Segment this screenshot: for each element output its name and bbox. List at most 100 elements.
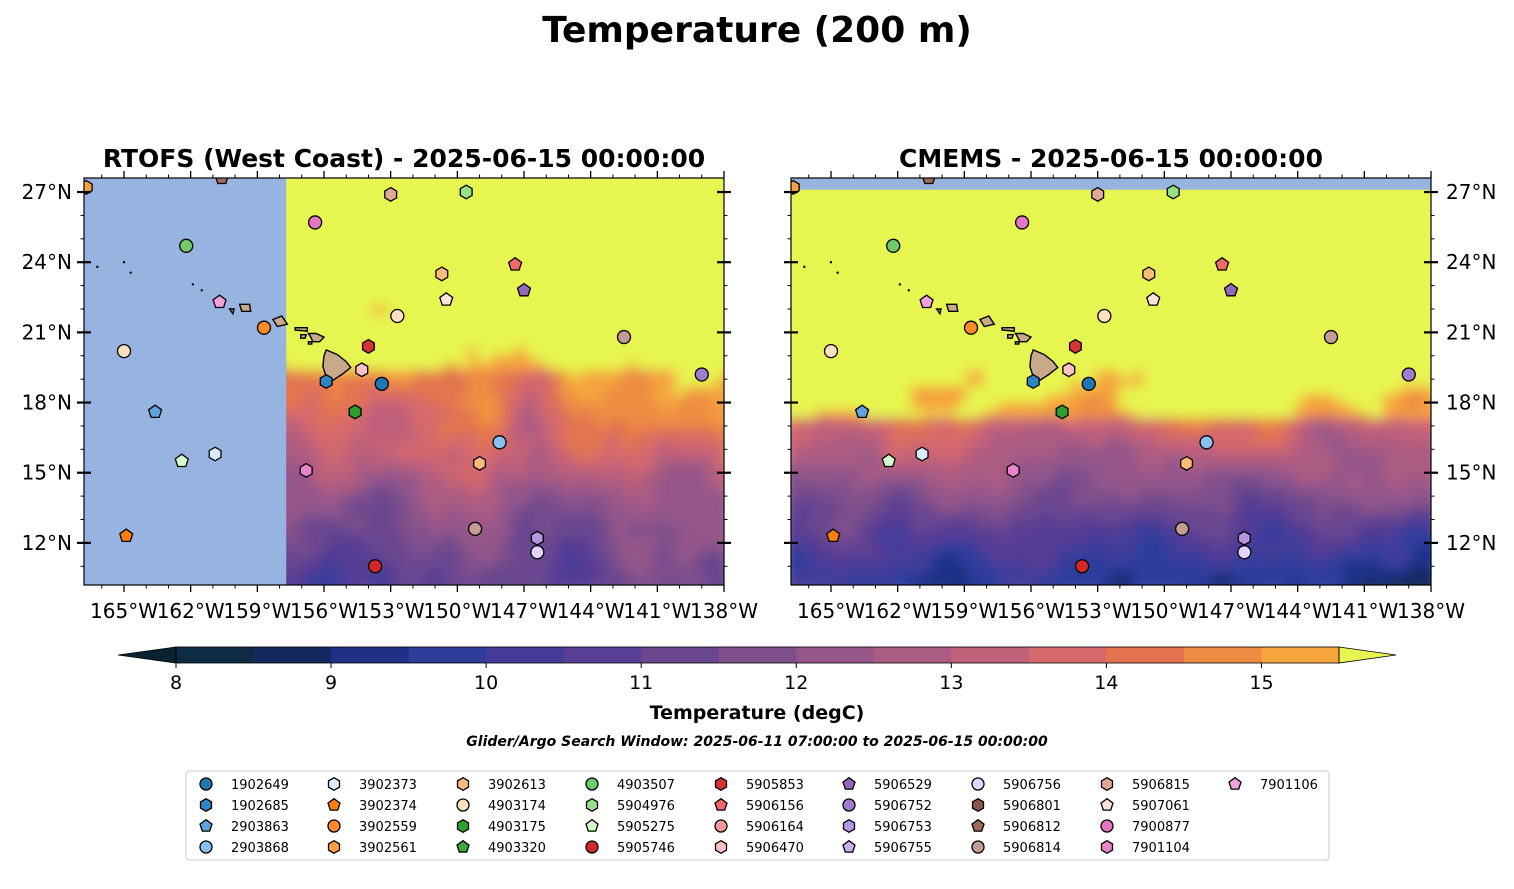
atoll-4 [200,289,203,292]
cmems-float-7901104 [1006,462,1020,478]
cmems-float-5905853 [1068,338,1082,354]
cmems-float-3902613 [1180,455,1194,471]
legend-marker-5906801 [971,797,985,813]
rtofs-float-5906815 [384,186,398,202]
xtick-label: 144°W [557,599,625,623]
legend-marker-5906815 [1100,776,1114,792]
legend-marker-5907061 [1100,797,1114,811]
cmems-float-5906753 [1237,530,1251,546]
rtofs-float-5906156 [507,256,523,271]
cmems-float-4903175 [1055,404,1069,420]
colorbar-segment [1106,647,1185,663]
cmems-float-4903174 [1097,308,1112,324]
rtofs-float-5905853 [361,338,375,354]
atoll-1 [836,271,839,274]
cmems-float-3902374 [826,528,841,543]
rtofs-float-5906164 [300,31,313,44]
rtofs-float-5906814 [467,521,483,537]
xtick-label: 147°W [1197,599,1265,623]
legend-label: 3902559 [359,820,417,835]
cmems-axis-ticks: 165°W162°W159°W156°W153°W150°W147°W144°W… [784,171,1496,623]
cmems-float-5906470 [1062,362,1076,378]
island-kauai [945,303,959,312]
cmems-float-5905275 [881,453,896,468]
legend-label: 2903863 [231,820,289,835]
legend-marker-5906753 [842,818,856,834]
atoll-3 [829,261,833,264]
cmems-float-3902373 [915,446,929,462]
xtick-label: 141°W [623,599,691,623]
colorbar-segment [331,647,410,663]
cmems-float-markers [791,31,1416,574]
xtick-label: 144°W [1264,599,1332,623]
legend-label: 7901106 [1260,778,1318,793]
legend-label: 5907061 [1132,799,1190,814]
ytick-label: 15°N [22,461,72,485]
cmems-float-3902613 [1142,266,1156,282]
legend-marker-3902374 [327,797,341,811]
ytick-label: 18°N [22,391,72,415]
island-maui [1014,332,1033,343]
cmems-float-4903320 [865,162,878,174]
legend-marker-7901104 [1100,839,1114,855]
cmems-float-5906156 [1214,256,1230,271]
rtofs-map-frame [83,177,725,586]
colorbar-tick-label: 12 [784,672,808,694]
rtofs-float-4903507 [179,238,194,253]
rtofs-float-5905746 [367,559,383,574]
legend-marker-2903863 [199,818,213,832]
xtick-label: 156°W [290,599,358,623]
legend-label: 5906164 [746,820,804,835]
cmems-float-5906164 [1007,31,1020,44]
legend-marker-3902561 [327,839,341,855]
island-molokai [294,327,308,332]
rtofs-float-3902374 [119,528,134,543]
legend-label: 3902374 [359,799,417,814]
island-oahu [978,315,996,328]
island-kauai [238,303,252,312]
rtofs-float-3902613 [473,455,487,471]
legend-label: 1902649 [231,778,289,793]
colorbar-segment [951,647,1030,663]
island-kahoolawe [307,341,313,345]
cmems-map-panel: CMEMS - 2025-06-15 00:00:00 165°W162°W15… [784,31,1496,623]
rtofs-float-2903863 [147,404,163,419]
legend-label: 2903868 [231,841,289,856]
legend-marker-7901106 [1228,776,1242,790]
ytick-label: 24°N [1446,250,1496,274]
cmems-float-5906801 [878,143,890,157]
legend-marker-5906529 [842,776,856,790]
legend-label: 5906814 [1003,841,1061,856]
legend-marker-3902613 [456,776,470,792]
xtick-label: 162°W [864,599,932,623]
rtofs-float-7901104 [299,462,313,478]
legend-label: 7901104 [1132,841,1190,856]
legend-label: 5906755 [874,841,932,856]
ytick-label: 15°N [1446,461,1496,485]
rtofs-float-5906753 [530,530,544,546]
rtofs-float-3902559 [256,320,272,335]
cmems-temperature-field [791,178,1431,585]
rtofs-float-4903175 [348,404,362,420]
rtofs-map-panel: RTOFS (West Coast) - 2025-06-15 00:00:00… [22,31,759,623]
legend-marker-5906755 [842,839,856,853]
cmems-float-5907061 [1146,291,1161,306]
island-kahoolawe [1014,341,1020,345]
xtick-label: 138°W [690,599,758,623]
rtofs-float-1902685 [319,373,333,390]
rtofs-float-1902649 [374,376,389,391]
legend-label: 4903174 [488,799,546,814]
atoll-2 [96,265,99,269]
cmems-float-5905746 [1074,559,1090,574]
atoll-0 [898,283,902,286]
xtick-label: 159°W [223,599,291,623]
rtofs-float-4903174 [116,343,132,359]
ytick-label: 12°N [22,531,72,555]
xtick-label: 141°W [1330,599,1398,623]
ytick-label: 21°N [1446,320,1496,344]
figure-title: Temperature (200 m) [542,10,972,51]
colorbar-label: Temperature (degC) [650,702,865,724]
legend-label: 4903320 [488,841,546,856]
rtofs-float-3902613 [435,266,449,282]
